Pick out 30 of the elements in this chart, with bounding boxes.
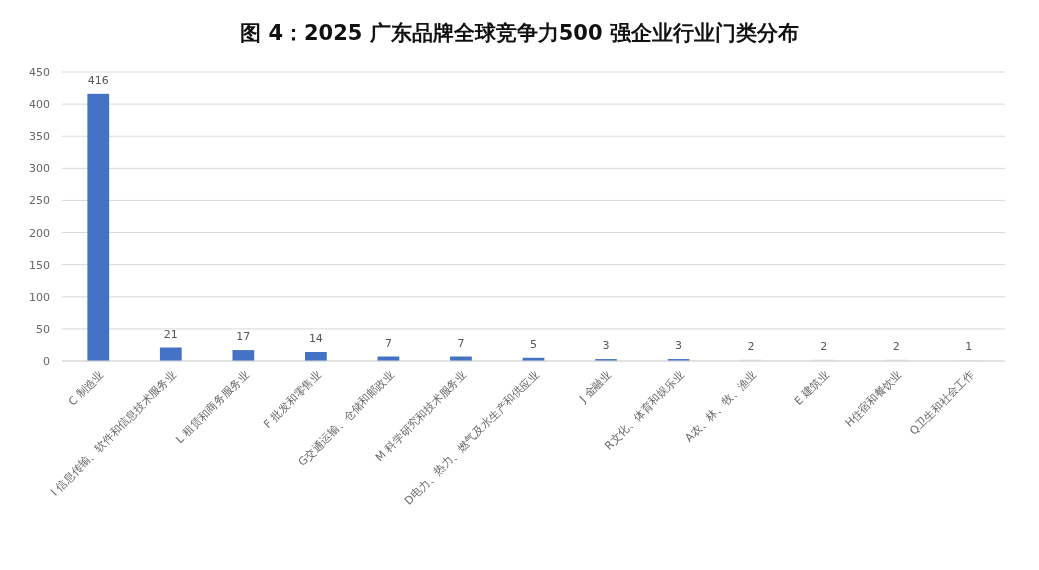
data-label: 2 [820,339,828,353]
data-label: 5 [530,337,537,351]
y-tick-label: 50 [36,322,50,336]
data-label: 21 [163,327,178,341]
data-label: 17 [236,330,251,344]
y-tick-label: 250 [29,194,50,208]
x-tick-label: Q卫生和社会工作 [907,367,977,438]
x-tick-label: J 金融业 [576,367,615,406]
data-label: 2 [747,339,755,353]
data-label: 7 [384,336,392,350]
y-tick-label: 400 [29,98,50,112]
y-tick-label: 300 [29,162,50,176]
x-tick-label: C 制造业 [65,367,107,409]
y-tick-label: 450 [29,66,50,79]
y-tick-label: 200 [29,226,50,240]
data-label: 3 [675,339,683,353]
data-label: 3 [602,339,610,353]
y-tick-label: 0 [43,355,50,368]
chart-title: 图 4：2025 广东品牌全球竞争力500 强企业行业门类分布 [240,21,799,45]
y-tick-label: 150 [29,258,50,272]
x-tick-label: H住宿和餐饮业 [842,367,905,430]
data-label: 14 [308,332,323,346]
data-label: 1 [965,340,973,354]
data-label: 7 [457,336,465,350]
x-tick-label: F 批发和零售业 [261,367,325,431]
x-tick-label: E 建筑业 [791,367,832,408]
y-tick-label: 350 [29,130,50,144]
y-tick-label: 100 [29,290,50,304]
data-label: 2 [892,339,900,353]
data-label: 416 [87,73,109,87]
